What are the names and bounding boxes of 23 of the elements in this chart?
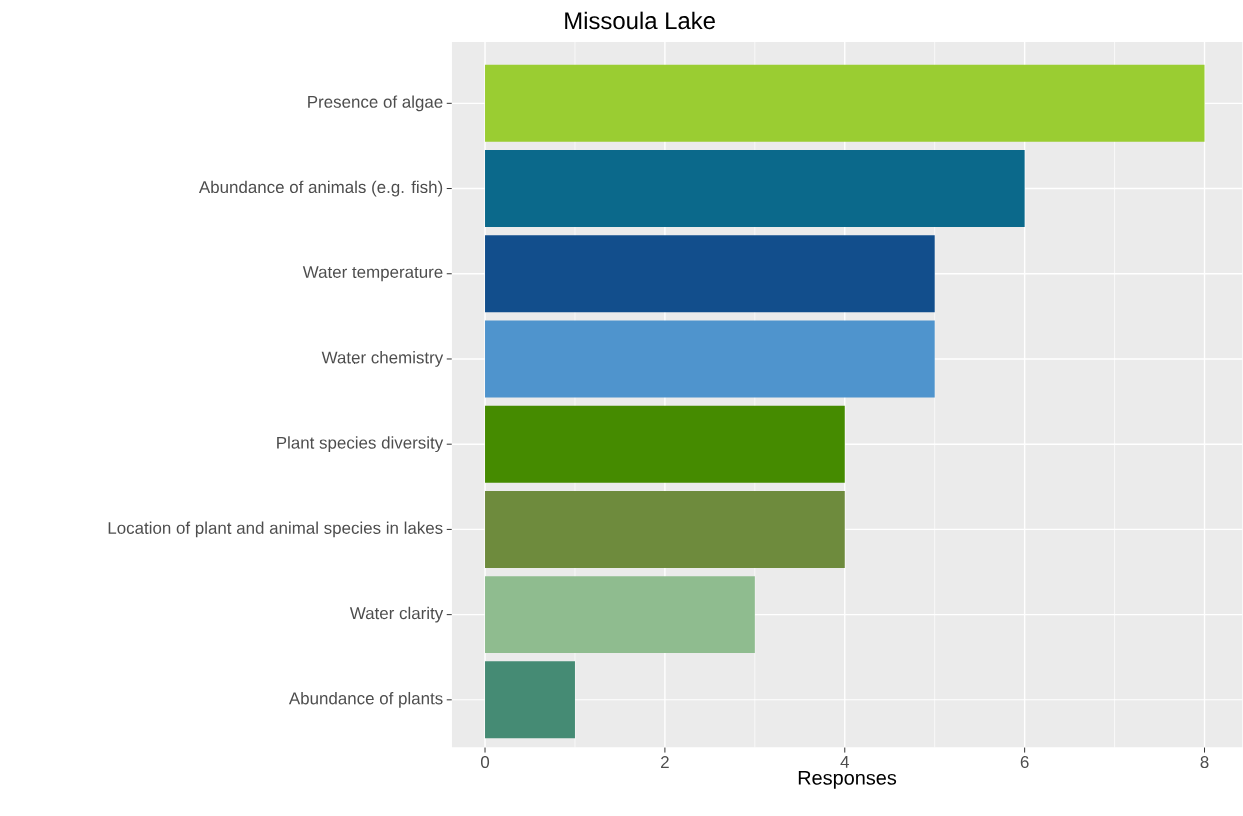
y-tick-label: Plant species diversity — [277, 436, 444, 453]
chart-title: Missoula Lake — [565, 11, 715, 30]
bar — [485, 320, 935, 398]
bar — [485, 661, 575, 739]
y-tick-label: Abundance of animals (e.g. fish) — [198, 180, 443, 197]
y-tick-label: Abundance of plants — [288, 692, 443, 708]
bar — [485, 576, 755, 654]
bar — [485, 405, 845, 483]
y-tick-label: Presence of algae — [308, 95, 443, 112]
x-tick-label: 8 — [1200, 756, 1209, 769]
x-tick-label: 2 — [661, 756, 669, 769]
x-tick-label: 4 — [840, 756, 849, 768]
y-tick-label: Water temperature — [302, 266, 443, 282]
bar — [485, 235, 935, 313]
x-tick-label: 0 — [480, 756, 490, 769]
bar — [485, 491, 845, 569]
y-tick-label: Location of plant and animal species in lakes — [108, 521, 443, 538]
x-tick-label: 6 — [1020, 756, 1029, 769]
y-tick-label: Water chemistry — [321, 351, 444, 368]
bar — [485, 150, 1025, 228]
bar — [485, 65, 1205, 143]
x-axis-title: Responses — [798, 771, 897, 789]
y-tick-label: Water clarity — [349, 606, 444, 623]
